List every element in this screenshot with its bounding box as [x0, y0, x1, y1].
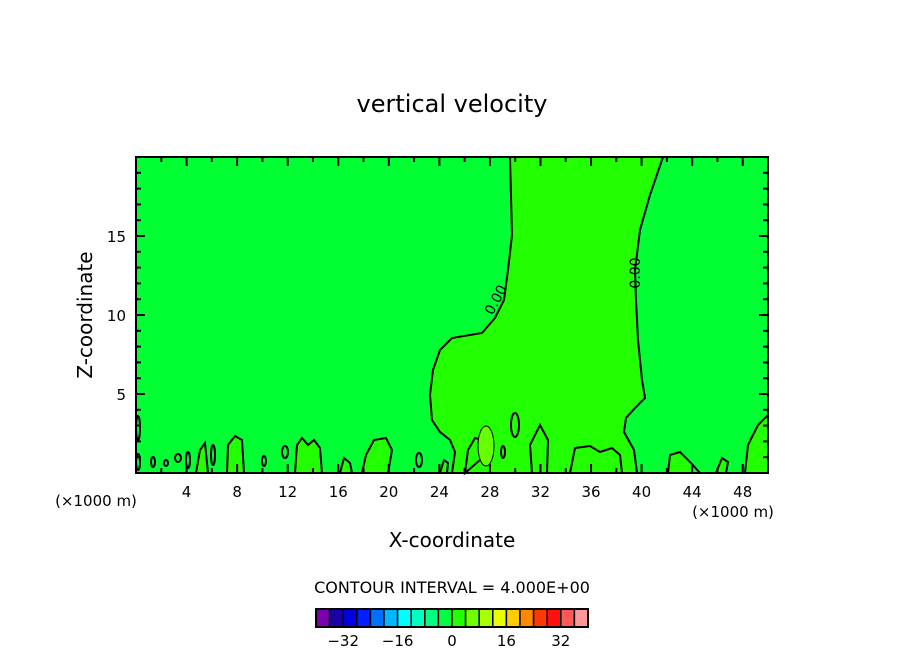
x-tick-label: 20 — [379, 483, 398, 501]
colorbar-tick-label: 16 — [497, 632, 516, 650]
colorbar-swatch — [410, 608, 426, 628]
x-tick-label: 48 — [733, 483, 752, 501]
x-axis-label: X-coordinate — [389, 528, 516, 552]
x-tick-label: 40 — [632, 483, 651, 501]
colorbar-swatch — [560, 608, 576, 628]
colorbar-swatch — [396, 608, 412, 628]
colorbar-swatch — [437, 608, 453, 628]
colorbar-swatch — [546, 608, 562, 628]
plot-area: 0.00 0.00 — [135, 156, 769, 476]
colorbar-swatch — [315, 608, 331, 628]
colorbar-swatch — [356, 608, 372, 628]
contour-interval: CONTOUR INTERVAL = 4.000E+00 — [314, 578, 590, 597]
x-tick-label: 32 — [531, 483, 550, 501]
x-unit-label-right: (×1000 m) — [692, 503, 774, 521]
colorbar-swatch — [478, 608, 494, 628]
surface-cells — [194, 422, 730, 476]
colorbar-swatch — [573, 608, 589, 628]
colorbar-swatch — [492, 608, 508, 628]
colorbar-tick-label: −16 — [382, 632, 414, 650]
small-contours — [135, 412, 520, 471]
axis-ticks — [136, 157, 768, 473]
colorbar-swatch — [328, 608, 344, 628]
colorbar-tick-label: 0 — [447, 632, 457, 650]
y-tick-labels: 5 10 15 — [107, 228, 126, 404]
colorbar-swatch — [519, 608, 535, 628]
colorbar-swatch — [464, 608, 480, 628]
colorbar-swatch — [532, 608, 548, 628]
colorbar-tick-label: 32 — [551, 632, 570, 650]
x-tick-label: 8 — [232, 483, 242, 501]
x-tick-label: 4 — [182, 483, 192, 501]
colorbar-frame — [315, 608, 589, 628]
x-tick-labels: 4 8 12 16 20 24 28 32 36 40 44 48 — [182, 483, 752, 501]
positive-mid-cell — [477, 425, 495, 467]
x-tick-label: 28 — [480, 483, 499, 501]
x-tick-label: 16 — [329, 483, 348, 501]
x-tick-label: 12 — [278, 483, 297, 501]
x-tick-label: 24 — [430, 483, 449, 501]
colorbar-tick-label: −32 — [327, 632, 359, 650]
colorbar-swatch — [451, 608, 467, 628]
colorbar-swatch — [505, 608, 521, 628]
chart-title: vertical velocity — [357, 90, 548, 118]
colorbar: −32 −16 0 16 32 — [315, 608, 589, 650]
y-tick-label: 15 — [107, 228, 126, 246]
x-unit-label-left: (×1000 m) — [55, 492, 137, 510]
colorbar-swatch — [369, 608, 385, 628]
contour-label: 0.00 — [628, 257, 644, 288]
y-tick-label: 5 — [116, 386, 126, 404]
y-tick-label: 10 — [107, 307, 126, 325]
colorbar-swatch — [342, 608, 358, 628]
x-tick-label: 36 — [581, 483, 600, 501]
x-tick-label: 44 — [683, 483, 702, 501]
y-axis-label: Z-coordinate — [73, 251, 97, 378]
colorbar-swatch — [383, 608, 399, 628]
colorbar-swatch — [424, 608, 440, 628]
